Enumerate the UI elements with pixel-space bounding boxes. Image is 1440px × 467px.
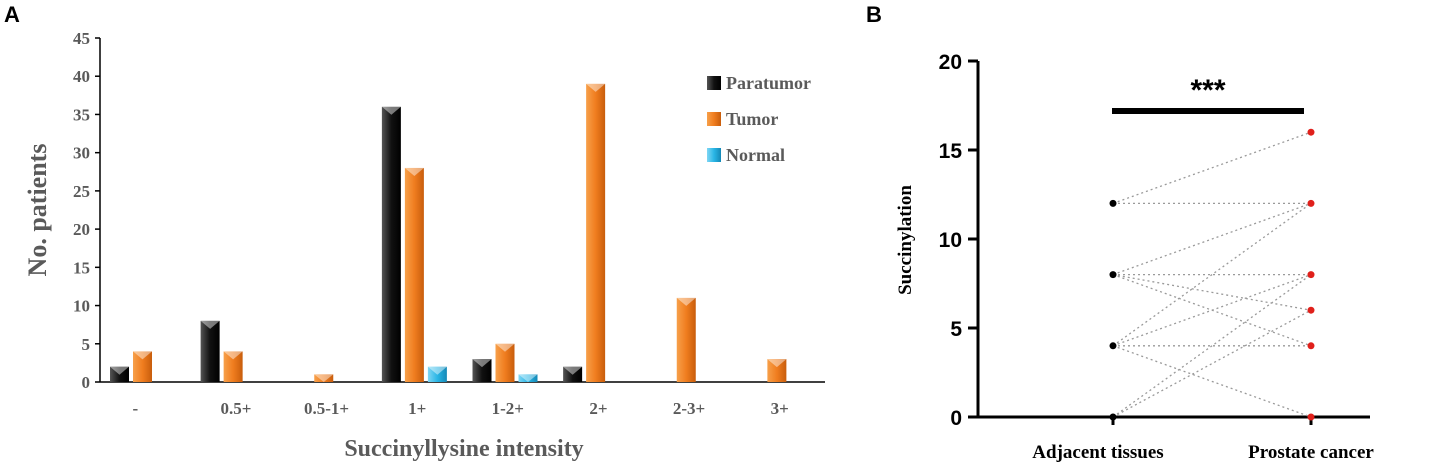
panel-b-paired-plot: Succinylation *** 0 5 10 15 20 Adjacent tissu… (895, 51, 1374, 463)
legend-label-normal: Normal (726, 145, 785, 165)
panel-a-y-tick-label: 45 (73, 29, 90, 48)
panel-b-y-tick-label: 15 (939, 140, 963, 163)
bar-normal (427, 366, 447, 382)
panel-a-x-tick-label: 0.5-1+ (304, 399, 349, 418)
bar-tumor (767, 359, 787, 382)
panel-b-y-axis-title: Succinylation (895, 185, 916, 295)
legend-label-paratumor: Paratumor (726, 73, 811, 93)
legend-swatch-tumor (707, 112, 721, 126)
panel-b-y-tick-label: 20 (939, 51, 962, 74)
panel-b-y-tick-label: 10 (939, 229, 962, 252)
pair-line (1112, 202, 1312, 276)
bar-cap (223, 351, 243, 360)
bar-cap (518, 374, 538, 382)
significance-label: *** (1190, 74, 1225, 107)
bar-tumor (586, 83, 606, 382)
pair-line (1112, 274, 1312, 418)
bar-cap (495, 343, 515, 352)
bar-tumor (314, 374, 334, 382)
panel-a-x-tick-label: 1-2+ (492, 399, 524, 418)
bar-cap (563, 366, 583, 375)
panel-a-x-tick-label: 2+ (589, 399, 607, 418)
bar-cap (381, 106, 401, 115)
bar-tumor (133, 351, 152, 382)
bar-paratumor (110, 366, 129, 382)
bar-cap (314, 374, 334, 382)
adjacent-point (1109, 271, 1117, 279)
panel-b-letter: B (866, 2, 882, 27)
panel-a-y-tick-label: 30 (73, 144, 90, 163)
panel-b-x-tick-label: Prostate cancer (1248, 442, 1374, 463)
panel-a-y-tick-label: 40 (73, 67, 90, 86)
cancer-point (1307, 342, 1315, 350)
cancer-point (1307, 306, 1315, 314)
pair-line (1112, 131, 1312, 205)
bar-tumor (495, 343, 515, 382)
panel-a-x-tick-label: - (132, 399, 138, 418)
cancer-point (1307, 199, 1315, 207)
panel-a-y-axis-title: No. patients (23, 144, 52, 277)
bar-cap (472, 359, 492, 368)
panel-a-x-tick-label: 2-3+ (673, 399, 705, 418)
bar-cap (133, 351, 152, 360)
bar-paratumor (472, 359, 492, 382)
legend-swatch-paratumor (707, 76, 721, 90)
pair-line (1112, 273, 1312, 347)
panel-b-y-tick-label: 5 (950, 318, 962, 341)
adjacent-point (1109, 413, 1117, 421)
adjacent-point (1109, 342, 1117, 350)
panel-a-x-tick-label: 3+ (771, 399, 789, 418)
panel-a-y-tick-label: 0 (82, 373, 91, 392)
legend-swatch-normal (707, 148, 721, 162)
bar-normal (518, 374, 538, 382)
panel-a-y-tick-label: 25 (73, 182, 90, 201)
panel-a-y-tick-label: 5 (82, 335, 91, 354)
bar-cap (427, 366, 447, 375)
panel-a-bar-chart: No. patients Succinyllysine intensity 0 5… (23, 29, 825, 462)
bar-paratumor (563, 366, 583, 382)
panel-a-y-tick-label: 35 (73, 105, 90, 124)
cancer-point (1307, 128, 1315, 136)
panel-a-x-tick-label: 1+ (408, 399, 426, 418)
bar-cap (586, 83, 606, 92)
adjacent-point (1109, 199, 1117, 207)
bar-cap (200, 320, 220, 329)
pair-line (1112, 345, 1312, 418)
bar-cap (404, 167, 424, 176)
pair-line (1112, 273, 1312, 311)
bar-cap (110, 366, 129, 375)
bar-tumor (676, 297, 696, 382)
panel-a-x-tick-label: 0.5+ (220, 399, 251, 418)
pair-line (1112, 202, 1312, 347)
panel-a-y-tick-label: 10 (73, 297, 90, 316)
cancer-point (1307, 271, 1315, 279)
panel-b-x-tick-label: Adjacent tissues (1032, 442, 1163, 463)
panel-a-y-tick-label: 20 (73, 220, 90, 239)
bar-paratumor (200, 320, 220, 382)
panel-a-y-tick-label: 15 (73, 258, 90, 277)
panel-a-letter: A (4, 2, 20, 27)
pair-line (1112, 309, 1312, 418)
bar-cap (767, 359, 787, 368)
panel-b-y-tick-label: 0 (950, 407, 962, 430)
bar-cap (676, 297, 696, 306)
panel-a-x-axis-title: Succinyllysine intensity (344, 436, 583, 462)
bar-tumor (404, 167, 424, 382)
bar-tumor (223, 351, 243, 382)
cancer-point (1307, 413, 1315, 421)
legend-label-tumor: Tumor (726, 109, 778, 129)
bar-paratumor (381, 106, 401, 383)
